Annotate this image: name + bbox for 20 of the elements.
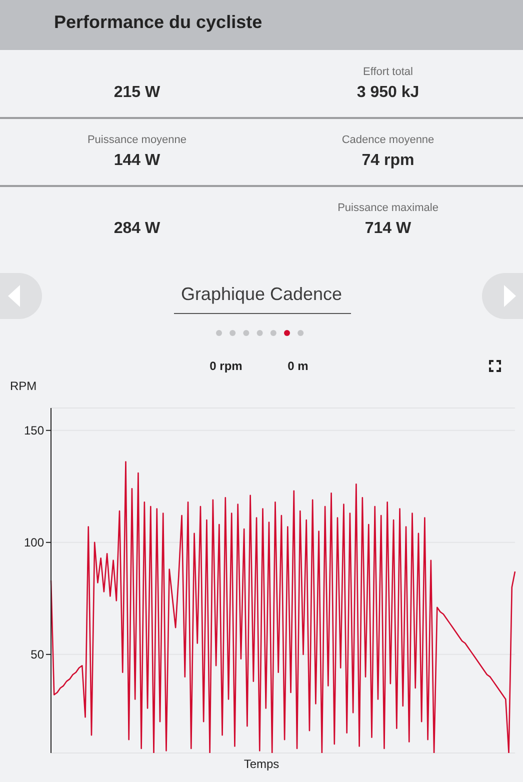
y-tick-label: 50 <box>30 648 44 662</box>
text: Performance du cycliste <box>54 12 262 32</box>
y-tick-label: 150 <box>24 424 44 438</box>
text: 144 W <box>114 152 160 169</box>
category-label: Puissance maximale <box>338 202 438 214</box>
line-series <box>50 461 516 753</box>
y-tick-label: 100 <box>24 536 44 550</box>
text: 74 rpm <box>362 152 414 169</box>
category-label: Cadence moyenne <box>342 134 434 146</box>
text: 0 m <box>288 359 308 373</box>
x-axis-title: Temps <box>244 757 280 771</box>
text: 3 950 kJ <box>356 84 420 101</box>
category-label: Puissance moyenne <box>87 134 187 146</box>
chart-title: Graphique Cadence <box>180 284 342 304</box>
category-label: Effort total <box>363 66 413 78</box>
y-axis-title: RPM <box>10 379 37 393</box>
text: 284 W <box>114 220 160 237</box>
text: 215 W <box>114 84 160 101</box>
text: 714 W <box>364 220 412 237</box>
text: 0 rpm <box>210 359 242 373</box>
